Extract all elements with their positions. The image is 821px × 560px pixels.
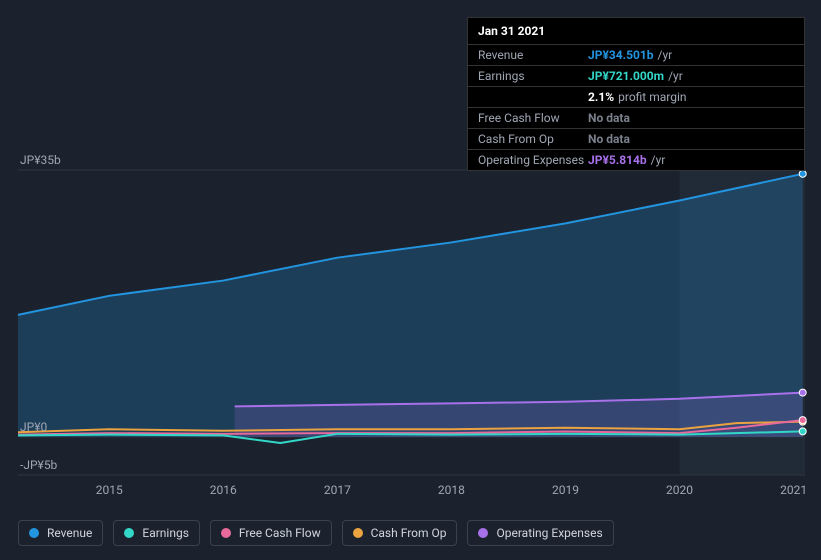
tooltip-row-value: 2.1%profit margin bbox=[588, 90, 687, 104]
tooltip-row: 2.1%profit margin bbox=[468, 87, 804, 108]
data-tooltip: Jan 31 2021 RevenueJP¥34.501b/yrEarnings… bbox=[467, 17, 805, 171]
legend-item-opex[interactable]: Operating Expenses bbox=[467, 520, 613, 546]
x-tick-label: 2016 bbox=[210, 483, 237, 497]
tooltip-row-value: JP¥5.814b/yr bbox=[588, 153, 665, 167]
tooltip-row-value: No data bbox=[588, 111, 630, 125]
legend-item-cashop[interactable]: Cash From Op bbox=[342, 520, 458, 546]
tooltip-row: Cash From OpNo data bbox=[468, 129, 804, 150]
legend-item-revenue[interactable]: Revenue bbox=[18, 520, 103, 546]
x-tick-label: 2018 bbox=[438, 483, 465, 497]
legend-dot-icon bbox=[29, 528, 39, 538]
tooltip-row-label: Operating Expenses bbox=[478, 153, 588, 167]
tooltip-date: Jan 31 2021 bbox=[468, 18, 804, 45]
tooltip-row-label bbox=[478, 90, 588, 104]
tooltip-row-label: Earnings bbox=[478, 69, 588, 83]
legend-item-earnings[interactable]: Earnings bbox=[113, 520, 200, 546]
legend-label: Free Cash Flow bbox=[239, 526, 321, 540]
legend-dot-icon bbox=[124, 528, 134, 538]
tooltip-row: Free Cash FlowNo data bbox=[468, 108, 804, 129]
x-tick-label: 2020 bbox=[666, 483, 693, 497]
x-tick-label: 2019 bbox=[552, 483, 579, 497]
tooltip-row-label: Cash From Op bbox=[478, 132, 588, 146]
x-tick-label: 2017 bbox=[324, 483, 351, 497]
legend-label: Operating Expenses bbox=[496, 526, 602, 540]
tooltip-row-value: JP¥34.501b/yr bbox=[588, 48, 672, 62]
legend-item-fcf[interactable]: Free Cash Flow bbox=[210, 520, 332, 546]
y-tick-label: JP¥0 bbox=[20, 420, 70, 434]
legend-dot-icon bbox=[353, 528, 363, 538]
tooltip-row: Operating ExpensesJP¥5.814b/yr bbox=[468, 150, 804, 170]
tooltip-row-value: JP¥721.000m/yr bbox=[588, 69, 683, 83]
legend-label: Cash From Op bbox=[371, 526, 447, 540]
y-tick-label: JP¥35b bbox=[20, 153, 70, 167]
legend-label: Earnings bbox=[142, 526, 189, 540]
tooltip-row-label: Revenue bbox=[478, 48, 588, 62]
tooltip-row-value: No data bbox=[588, 132, 630, 146]
tooltip-row: RevenueJP¥34.501b/yr bbox=[468, 45, 804, 66]
y-tick-label: -JP¥5b bbox=[20, 458, 70, 472]
chart-legend: Revenue Earnings Free Cash Flow Cash From O… bbox=[18, 520, 614, 546]
tooltip-row-label: Free Cash Flow bbox=[478, 111, 588, 125]
legend-dot-icon bbox=[478, 528, 488, 538]
x-tick-label: 2021 bbox=[780, 483, 807, 497]
legend-label: Revenue bbox=[47, 526, 92, 540]
x-tick-label: 2015 bbox=[96, 483, 123, 497]
tooltip-row: EarningsJP¥721.000m/yr bbox=[468, 66, 804, 87]
legend-dot-icon bbox=[221, 528, 231, 538]
